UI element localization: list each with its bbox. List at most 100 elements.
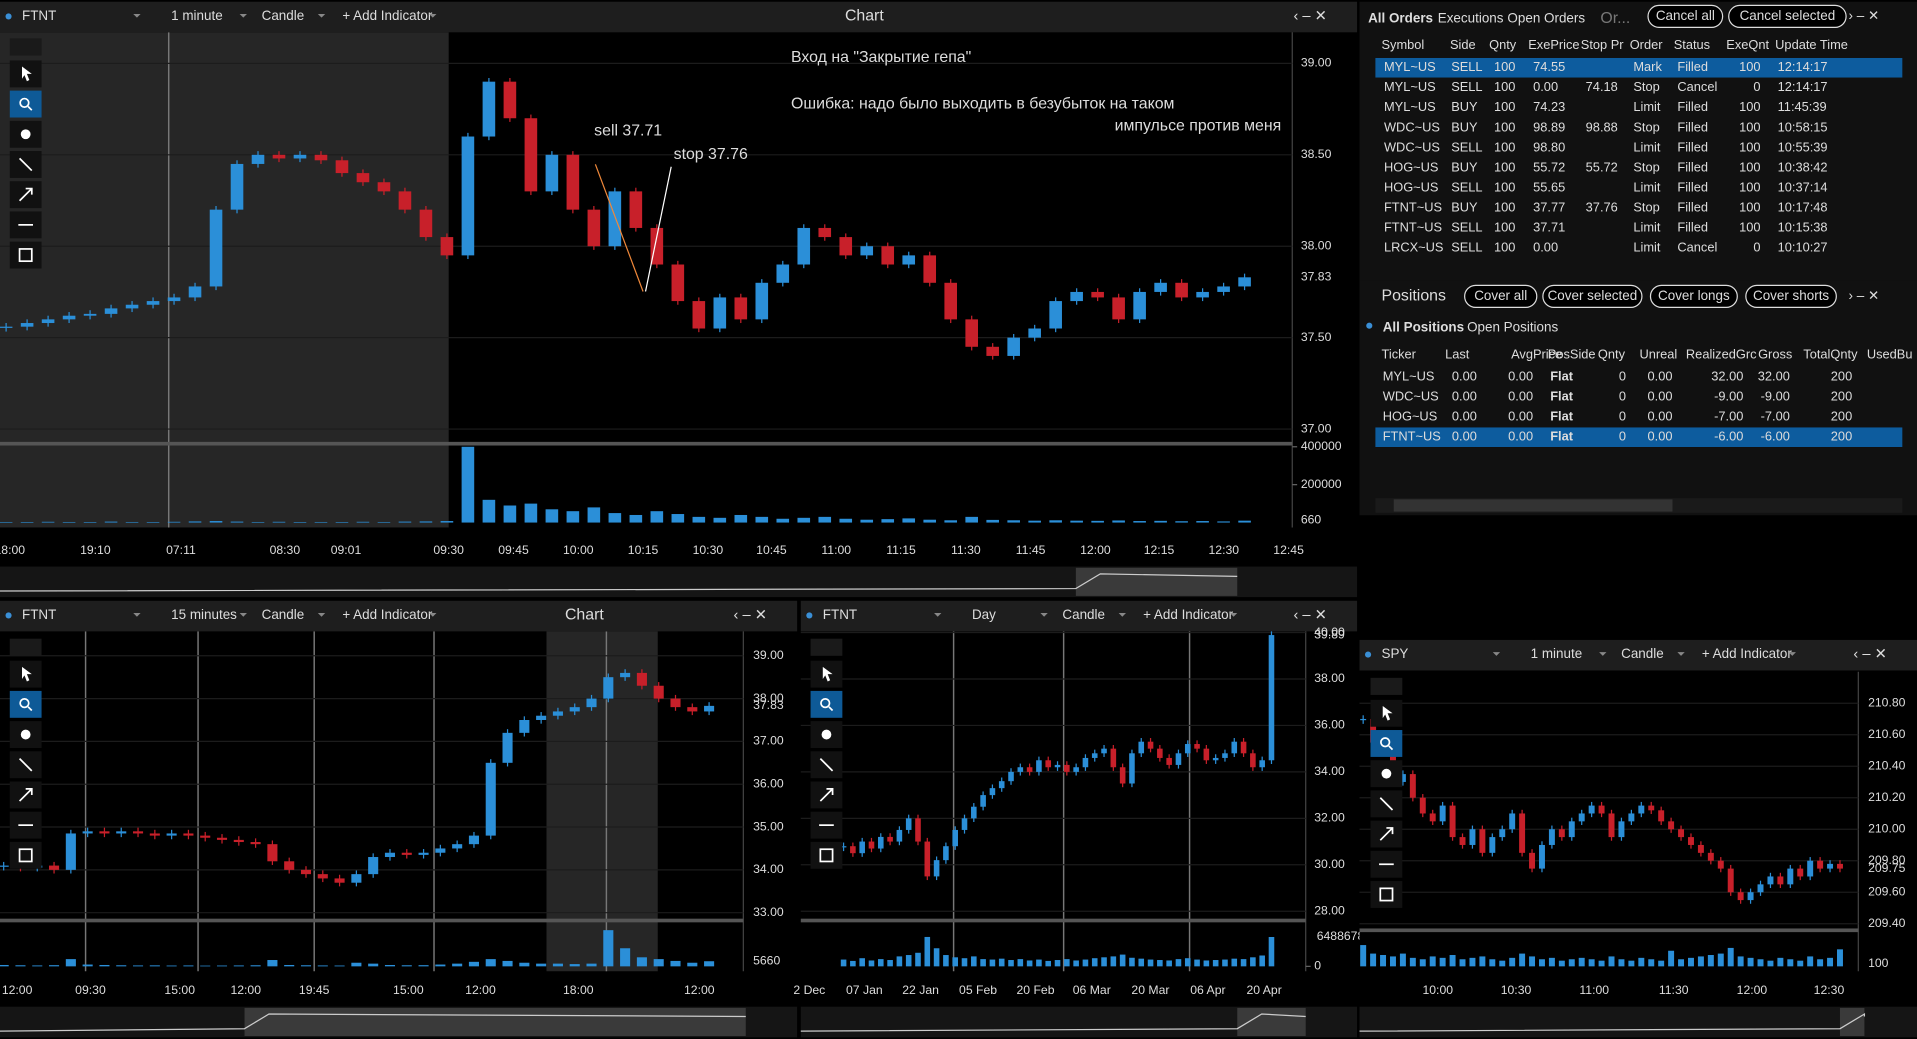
rect-icon[interactable] [1379,887,1394,902]
positions-tab[interactable]: All Positions [1383,320,1464,335]
drawing-tool[interactable] [9,120,42,148]
hand-icon[interactable] [20,729,31,740]
orders-tab[interactable]: Open Orders [1507,10,1585,25]
zoom-handle[interactable] [27,706,33,712]
toolbar-symbol[interactable]: FTNT [22,607,56,622]
drawing-tool[interactable] [1370,881,1403,908]
tool-button[interactable] [1370,881,1403,908]
orders-tab[interactable]: Or... [1600,10,1630,27]
zoom-handle[interactable] [828,706,834,712]
drawing-tool[interactable] [9,241,42,269]
toolbar-style[interactable]: Candle [1062,607,1105,622]
panel-controls[interactable]: › – ✕ [1849,288,1880,303]
dropdown-arrow[interactable] [934,613,942,617]
positions-button[interactable] [1464,284,1538,308]
drawing-tool[interactable] [1370,730,1403,757]
tool-button[interactable] [9,841,42,869]
dropdown-arrow[interactable] [239,613,247,617]
drawing-tool[interactable] [810,690,843,718]
toolbar-interval[interactable]: 1 minute [1531,646,1583,661]
drawing-tool[interactable] [1370,699,1403,727]
dropdown-arrow[interactable] [1229,613,1238,617]
line-icon[interactable] [819,758,834,772]
pointer-icon[interactable] [1382,705,1393,721]
arrow-icon[interactable] [18,787,33,802]
pointer-icon[interactable] [22,666,32,682]
line-icon[interactable] [18,758,33,772]
drawing-tool[interactable] [810,781,843,809]
drawing-tool[interactable] [9,751,42,779]
toolbar-add-indicator[interactable]: + Add Indicator [342,8,433,23]
orders-button[interactable] [1647,4,1724,29]
zoom-handle[interactable] [1388,745,1394,751]
dropdown-arrow[interactable] [1677,652,1685,656]
navigator-window[interactable] [1075,567,1238,596]
dropdown-arrow[interactable] [239,13,247,18]
orders-tab[interactable]: All Orders [1368,10,1433,25]
panel-controls[interactable]: › – ✕ [1849,8,1880,23]
tool-button[interactable] [1370,730,1403,757]
drawing-tool[interactable] [9,660,42,688]
drawing-tool[interactable] [1370,820,1403,848]
orders-button-label[interactable]: Cancel selected [1740,8,1836,23]
window-controls[interactable]: ‹ – ✕ [734,607,767,623]
hand-icon[interactable] [821,729,832,740]
scrollbar-thumb[interactable] [1393,499,1673,512]
dropdown-arrow[interactable] [1788,652,1796,656]
drawing-tool[interactable] [1370,790,1403,818]
positions-button[interactable] [1649,284,1738,308]
positions-tab[interactable]: Open Positions [1467,320,1558,335]
positions-button-label[interactable]: Cover selected [1548,288,1638,303]
dropdown-arrow[interactable] [133,13,141,18]
arrow-icon[interactable] [1379,827,1394,841]
toolbar-add-indicator[interactable]: + Add Indicator [342,607,433,622]
dropdown-arrow[interactable] [133,613,141,617]
window-controls[interactable]: ‹ – ✕ [1293,8,1326,24]
navigator-window[interactable] [244,1007,746,1037]
tool-button[interactable] [9,690,42,718]
toolbar-interval[interactable]: Day [972,607,996,622]
dropdown-arrow[interactable] [429,613,437,617]
line-icon[interactable] [1379,797,1394,811]
drawing-tool[interactable] [9,90,42,118]
orders-button-label[interactable]: Cancel all [1656,8,1715,23]
drawing-tool[interactable] [9,690,42,718]
window-controls[interactable]: ‹ – ✕ [1293,607,1326,623]
rect-icon[interactable] [18,848,33,863]
arrow-icon[interactable] [819,787,834,802]
toolbar-style[interactable]: Candle [262,8,305,23]
arrow-icon[interactable] [18,187,33,202]
zoom-icon[interactable] [820,697,831,709]
drawing-tool[interactable] [9,841,42,869]
toolbar-interval[interactable]: 15 minutes [171,607,237,622]
dropdown-arrow[interactable] [1599,652,1607,656]
drawing-tool[interactable] [9,181,42,209]
drawing-tool[interactable] [9,811,42,839]
zoom-icon[interactable] [19,97,30,108]
tool-button[interactable] [9,90,42,118]
tool-button[interactable] [810,841,843,869]
orders-tab[interactable]: Executions [1438,10,1504,25]
zoom-icon[interactable] [19,697,30,709]
drawing-tool[interactable] [9,151,42,178]
selected-row[interactable] [1375,427,1903,448]
zoom-handle[interactable] [27,105,33,111]
positions-button-label[interactable]: Cover shorts [1753,288,1829,303]
toolbar-style[interactable]: Candle [262,607,305,622]
positions-button-label[interactable]: Cover all [1474,288,1527,303]
dropdown-arrow[interactable] [1118,613,1126,617]
drawing-tool[interactable] [810,751,843,779]
dropdown-arrow[interactable] [1040,613,1048,617]
positions-button-label[interactable]: Cover longs [1658,288,1730,303]
dropdown-arrow[interactable] [317,13,326,18]
positions-button[interactable] [1542,284,1643,308]
pointer-icon[interactable] [22,66,32,82]
tool-button[interactable] [810,690,843,718]
drawing-tool[interactable] [810,841,843,869]
drawing-tool[interactable] [1370,850,1403,878]
pointer-icon[interactable] [822,666,833,682]
dropdown-arrow[interactable] [1492,652,1501,656]
positions-button[interactable] [1745,284,1837,308]
toolbar-symbol[interactable]: FTNT [823,607,857,622]
drawing-tool[interactable] [9,721,42,748]
